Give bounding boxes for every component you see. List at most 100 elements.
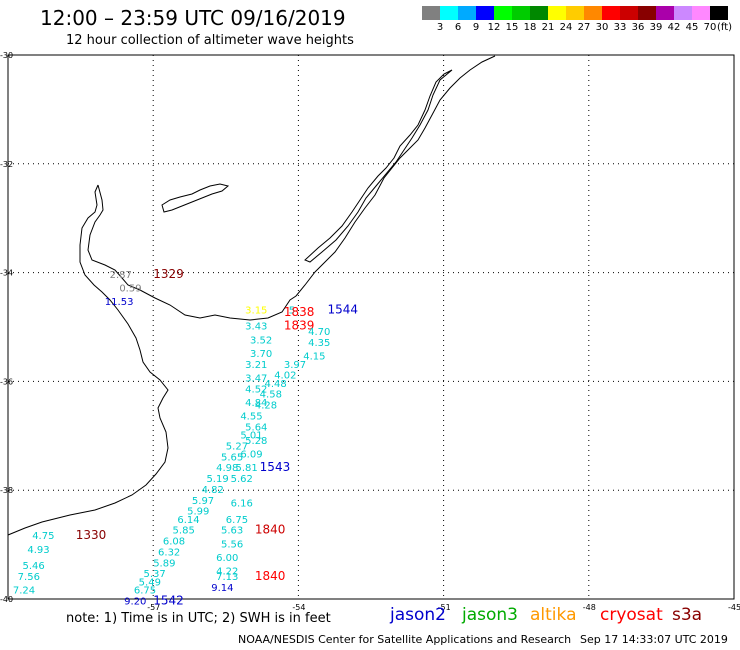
wave-height-value: 7.24 <box>13 586 35 597</box>
wave-height-value: 5.01 <box>240 431 262 442</box>
colorbar-unit: (ft) <box>717 22 733 33</box>
colorbar-swatch <box>566 6 584 20</box>
wave-height-value: 4.75 <box>32 531 54 542</box>
wave-height-value: 6.00 <box>216 553 238 564</box>
colorbar-swatch <box>710 6 728 20</box>
pass-time-label: 1542 <box>153 593 184 607</box>
wave-height-value: 5.27 <box>226 441 248 452</box>
pass-time-label: 1840 <box>255 523 286 537</box>
wave-height-value: 6.14 <box>177 515 199 526</box>
latitude-label: -38 <box>0 486 13 495</box>
wave-height-value: 4.93 <box>27 545 49 556</box>
latitude-label: -40 <box>0 595 13 604</box>
wave-height-value: 5.49 <box>139 577 161 588</box>
wave-height-value: 9.20 <box>124 596 146 607</box>
colorbar-swatch <box>494 6 512 20</box>
colorbar-tick-label: 30 <box>595 22 609 33</box>
wave-height-value: 5.85 <box>173 526 195 537</box>
colorbar-swatch <box>548 6 566 20</box>
colorbar-tick-label: 21 <box>541 22 555 33</box>
colorbar-swatch <box>638 6 656 20</box>
wave-height-value: 0.59 <box>119 284 141 295</box>
pass-time-label: 1839 <box>284 319 315 333</box>
map-frame <box>7 54 735 600</box>
satellite-legend-s3a: s3a <box>672 605 703 625</box>
colorbar-tick-label: 33 <box>613 22 627 33</box>
wave-height-value: 5.63 <box>221 526 243 537</box>
wave-height-value: 5.46 <box>23 561 45 572</box>
pass-time-label: 1330 <box>76 528 107 542</box>
satellite-legend-altika: altika <box>530 605 577 625</box>
colorbar-tick-label: 70 <box>703 22 717 33</box>
graticule: -30 -32 -34 -36 -38 -40 -57 -54 -51 -48 -45 <box>0 51 740 612</box>
wave-height-value: 5.62 <box>231 474 253 485</box>
pass-time-label: 1838 <box>284 305 315 319</box>
longitude-label: -51 <box>438 603 451 612</box>
wave-height-value: 4.48 <box>265 379 287 390</box>
colorbar-swatch <box>656 6 674 20</box>
colorbar-swatch <box>674 6 692 20</box>
pass-time-label: 1329 <box>153 267 184 281</box>
latitude-label: -32 <box>0 160 13 169</box>
colorbar-tick-label: 42 <box>667 22 681 33</box>
wave-height-value: 3.21 <box>245 360 267 371</box>
pass-time-label: 1840 <box>255 569 286 583</box>
inland-lake <box>161 183 230 213</box>
colorbar-swatch <box>440 6 458 20</box>
wave-height-value: 5.99 <box>187 507 209 518</box>
latitude-label: -36 <box>0 377 13 386</box>
colorbar-swatch <box>458 6 476 20</box>
wave-height-value: 5.56 <box>221 539 243 550</box>
wave-height-value: 4.55 <box>240 411 262 422</box>
map-title: 12:00 – 23:59 UTC 09/16/2019 <box>40 6 346 30</box>
wave-height-value: 4.98 <box>216 463 238 474</box>
wave-height-value: 4.02 <box>274 371 296 382</box>
colorbar-tick-label: 6 <box>454 22 462 33</box>
latitude-label: -34 <box>0 269 13 278</box>
wave-height-value: 5.28 <box>245 436 267 447</box>
satellite-legend-jason3: jason3 <box>462 605 518 625</box>
wave-height-value: 5.65 <box>221 452 243 463</box>
pass-time-label: 1544 <box>327 302 358 316</box>
wave-height-value: 4.28 <box>255 401 277 412</box>
wave-height-value: 4.22 <box>216 567 238 578</box>
wave-height-value: 4.82 <box>202 485 224 496</box>
credit-line: NOAA/NESDIS Center for Satellite Applica… <box>238 633 572 646</box>
wave-height-value: 5.19 <box>206 474 228 485</box>
wave-height-value: 4.35 <box>308 338 330 349</box>
wave-height-value: 4.58 <box>260 390 282 401</box>
colorbar-tick-label: 12 <box>487 22 501 33</box>
colorbar-tick-label: 9 <box>472 22 480 33</box>
colorbar-swatch <box>692 6 710 20</box>
wave-height-value: 7.13 <box>216 572 238 583</box>
colorbar-tick-label: 27 <box>577 22 591 33</box>
pass-time-label: 1543 <box>260 460 291 474</box>
wave-height-value: 4.15 <box>303 352 325 363</box>
wave-height-value: 6.32 <box>158 547 180 558</box>
colorbar-tick-label: 18 <box>523 22 537 33</box>
colorbar-tick-label: 39 <box>649 22 663 33</box>
wave-height-value: 3.43 <box>245 322 267 333</box>
wave-height-value: 6.75 <box>134 586 156 597</box>
colorbar-tick-label: 45 <box>685 22 699 33</box>
units-note: note: 1) Time is in UTC; 2) SWH is in fe… <box>66 611 331 626</box>
wave-height-value: 5 <box>289 305 295 316</box>
longitude-label: -57 <box>147 603 160 612</box>
wave-height-value: 3.70 <box>250 349 272 360</box>
wave-height-value: 5.97 <box>192 496 214 507</box>
wave-height-value: 6.16 <box>231 499 253 510</box>
longitude-label: -48 <box>583 603 596 612</box>
wave-height-value: 5.64 <box>245 422 267 433</box>
colorbar-swatch <box>422 6 440 20</box>
colorbar-swatch <box>476 6 494 20</box>
wave-height-value: 5.89 <box>153 558 175 569</box>
wave-height-value: 9.14 <box>211 583 233 594</box>
wave-height-value: 6.08 <box>163 537 185 548</box>
wave-height-value: 3.97 <box>284 360 306 371</box>
coastline <box>7 55 496 536</box>
wave-height-value: 3.15 <box>245 305 267 316</box>
colorbar-tick-label: 24 <box>559 22 573 33</box>
wave-height-value: 5.37 <box>144 569 166 580</box>
